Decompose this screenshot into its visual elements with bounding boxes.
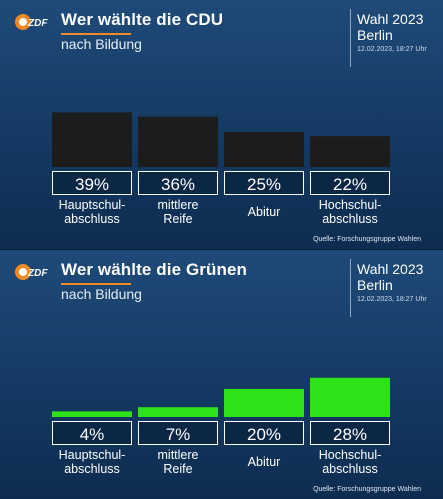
value-label: 36%	[161, 175, 195, 194]
source-label: Quelle: Forschungsgruppe Wahlen	[313, 236, 421, 243]
value-label: 22%	[333, 175, 367, 194]
value-label-box	[52, 421, 132, 445]
category-label: abschluss	[64, 212, 120, 226]
category-label: mittlere	[158, 198, 199, 212]
category-label: Reife	[163, 212, 192, 226]
election-label: Wahl 2023	[357, 261, 424, 277]
region-label: Berlin	[357, 27, 393, 43]
category-label: Hauptschul-	[59, 198, 126, 212]
bar	[52, 411, 132, 417]
bar	[52, 112, 132, 167]
svg-text:ZDF: ZDF	[27, 18, 48, 29]
chart-subtitle: nach Bildung	[61, 36, 142, 52]
category-label: Hochschul-	[319, 198, 382, 212]
value-label-box	[138, 421, 218, 445]
bar	[310, 377, 390, 417]
title-underline	[61, 283, 131, 285]
value-label-box	[310, 171, 390, 195]
title-underline	[61, 33, 131, 35]
value-label: 7%	[166, 425, 191, 444]
source-label: Quelle: Forschungsgruppe Wahlen	[313, 486, 421, 493]
election-label: Wahl 2023	[357, 11, 424, 27]
bar	[224, 132, 304, 167]
value-label-box	[138, 171, 218, 195]
value-label: 39%	[75, 175, 109, 194]
region-label: Berlin	[357, 277, 393, 293]
zdf-logo-icon: ZDF	[15, 264, 48, 280]
bar	[138, 116, 218, 167]
bar	[310, 136, 390, 167]
category-label: Abitur	[248, 455, 281, 469]
value-label-box	[52, 171, 132, 195]
info-divider	[350, 259, 351, 317]
value-label: 25%	[247, 175, 281, 194]
category-label: abschluss	[322, 462, 378, 476]
chart-panel-cdu: ZDF Wer wählte die CDU nach Bildung Wahl…	[0, 0, 443, 249]
category-label: Abitur	[248, 205, 281, 219]
value-label: 20%	[247, 425, 281, 444]
value-label-box	[310, 421, 390, 445]
value-label: 28%	[333, 425, 367, 444]
chart-title: Wer wählte die CDU	[61, 10, 224, 29]
category-label: Reife	[163, 462, 192, 476]
chart-panel-gruene: ZDF Wer wählte die Grünen nach Bildung W…	[0, 250, 443, 499]
bar	[224, 389, 304, 417]
bar	[138, 407, 218, 417]
category-label: abschluss	[64, 462, 120, 476]
chart-subtitle: nach Bildung	[61, 286, 142, 302]
panel-divider	[0, 249, 443, 250]
category-label: Hauptschul-	[59, 448, 126, 462]
category-label: Hochschul-	[319, 448, 382, 462]
category-label: mittlere	[158, 448, 199, 462]
timestamp: 12.02.2023, 18:27 Uhr	[357, 296, 427, 303]
value-label-box	[224, 421, 304, 445]
info-divider	[350, 9, 351, 67]
svg-text:ZDF: ZDF	[27, 268, 48, 279]
value-label-box	[224, 171, 304, 195]
chart-title: Wer wählte die Grünen	[61, 260, 247, 279]
value-label: 4%	[80, 425, 105, 444]
timestamp: 12.02.2023, 18:27 Uhr	[357, 46, 427, 53]
category-label: abschluss	[322, 212, 378, 226]
zdf-logo-icon: ZDF	[15, 14, 48, 30]
